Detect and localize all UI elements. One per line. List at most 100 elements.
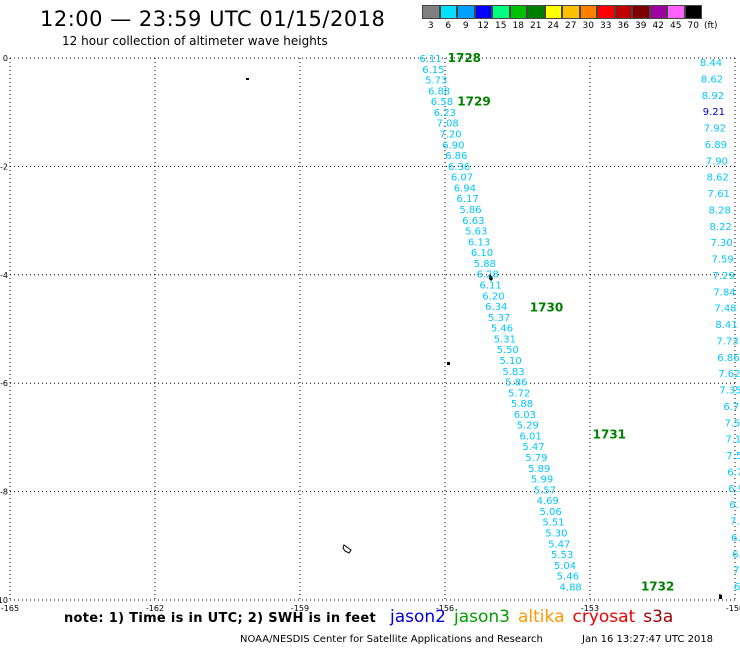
- legend-swatch: [422, 5, 440, 19]
- wave-height-value: 5.29: [517, 421, 539, 432]
- page-title: 12:00 — 23:59 UTC 01/15/2018: [40, 7, 386, 31]
- legend-swatch: [492, 5, 510, 19]
- wave-height-value: 6.17: [457, 194, 479, 205]
- wave-height-value: 7.30: [711, 238, 733, 249]
- wave-height-value: 8.41: [715, 320, 737, 331]
- satellite-name: altika: [518, 607, 565, 627]
- legend-bin: 42: [649, 5, 667, 31]
- legend-label: 36: [617, 21, 629, 31]
- island-marks: [246, 78, 722, 599]
- wave-height-value: 6.07: [451, 173, 473, 184]
- legend-label: 3: [427, 21, 434, 31]
- y-tick-label: -10: [0, 596, 8, 605]
- axis-labels: -165 -162 -159 -156 -153 -150 0 -2 -4 -6 -8 -10: [0, 54, 740, 613]
- wave-height-value: 7.84: [713, 287, 735, 298]
- legend-label: 45: [670, 21, 682, 31]
- satellite-name: s3a: [643, 607, 674, 627]
- page-subtitle: 12 hour collection of altimeter wave hei…: [62, 34, 328, 48]
- legend-bin: 45: [667, 5, 685, 31]
- wave-height-value: 6.03: [514, 410, 536, 421]
- wave-height-value: 6.7: [729, 500, 740, 511]
- legend-label: 30: [582, 21, 594, 31]
- wave-height-value: 4.88: [560, 582, 582, 593]
- wave-height-value: 8.62: [707, 173, 729, 184]
- wave-height-value: 5.88: [474, 259, 496, 270]
- wave-height-value: 5.57: [534, 485, 556, 496]
- legend-bin: 6: [439, 5, 457, 31]
- legend-bin: 70: [684, 5, 702, 31]
- wave-height-value: 5.72: [508, 388, 530, 399]
- wave-height-value: 7.08: [437, 119, 459, 130]
- wave-height-value: 5.50: [497, 345, 519, 356]
- legend-label: 42: [652, 21, 664, 31]
- wave-height-value: 7.35: [719, 386, 740, 397]
- wave-height-value: 5.53: [551, 550, 573, 561]
- wave-height-value: 7.0: [733, 566, 740, 577]
- wave-height-value: 7.73: [716, 336, 738, 347]
- wave-height-value: 8.28: [709, 205, 731, 216]
- track-time-label: 1732: [641, 579, 674, 593]
- legend-label: 6: [445, 21, 452, 31]
- legend-label: 24: [547, 21, 559, 31]
- legend-label: 9: [462, 21, 469, 31]
- island-mark: [447, 362, 450, 365]
- wave-height-value: 6.10: [471, 248, 493, 259]
- wave-height-value: 6.94: [454, 183, 476, 194]
- satellite-legend: jason2 jason3 altika cryosat s3a: [390, 607, 681, 627]
- wave-height-value: 5.99: [531, 475, 553, 486]
- wave-height-value: 5.30: [545, 529, 567, 540]
- legend-swatch: [474, 5, 492, 19]
- color-legend: 3 6 9 12 15 18 21 24 27 30 33 36 39 42 45 70: [422, 5, 702, 31]
- legend-bin: 36: [614, 5, 632, 31]
- x-tick-label: -159: [291, 604, 309, 613]
- legend-swatch: [579, 5, 597, 19]
- wave-height-value: 7.4: [730, 517, 740, 528]
- y-tick-label: -4: [0, 271, 8, 280]
- track-time-label: 1728: [448, 51, 481, 65]
- wave-height-value: 8.62: [701, 74, 723, 85]
- wave-height-value: 5.06: [540, 507, 562, 518]
- legend-swatch: [527, 5, 545, 19]
- wave-height-value: 7.1: [725, 435, 740, 446]
- wave-height-value: 6.28: [477, 270, 499, 281]
- wave-height-value: 5.73: [425, 76, 447, 87]
- wave-height-value: 6.86: [445, 151, 467, 162]
- legend-label: 12: [477, 21, 489, 31]
- track-times: 1728 1729 1730 1731 1732: [448, 51, 675, 593]
- wave-height-value: 7.59: [711, 255, 733, 266]
- wave-height-value: 5.46: [557, 572, 579, 583]
- legend-swatch: [457, 5, 475, 19]
- x-tick-label: -153: [581, 604, 599, 613]
- wave-height-value: 6.7: [723, 402, 739, 413]
- legend-bin: 3: [422, 5, 440, 31]
- legend-bin: 12: [474, 5, 492, 31]
- legend-bin: 30: [579, 5, 597, 31]
- legend-bin: 39: [632, 5, 650, 31]
- legend-swatch: [544, 5, 562, 19]
- wave-height-value: 6.9: [731, 533, 740, 544]
- wave-height-value: 6.63: [462, 216, 484, 227]
- wave-height-value: 7.5: [724, 418, 740, 429]
- legend-swatch: [649, 5, 667, 19]
- wave-height-value: 6.15: [422, 65, 444, 76]
- wave-height-value: 5.63: [465, 227, 487, 238]
- wave-height-value: 5.86: [505, 378, 527, 389]
- footer-note: note: 1) Time is in UTC; 2) SWH is in fe…: [64, 611, 376, 626]
- x-tick-label: -156: [436, 604, 454, 613]
- track-main: 6.116.155.736.886.586.237.087.206.906.86…: [419, 54, 581, 593]
- wave-height-value: 5.51: [542, 518, 564, 529]
- generated-timestamp: Jan 16 13:27:47 UTC 2018: [582, 634, 714, 645]
- satellite-name: jason3: [454, 607, 510, 627]
- credit-text: NOAA/NESDIS Center for Satellite Applica…: [240, 634, 543, 645]
- legend-bin: 21: [527, 5, 545, 31]
- legend-label: 27: [565, 21, 577, 31]
- x-tick-label: -162: [146, 604, 164, 613]
- wave-height-value: 6.13: [468, 237, 490, 248]
- wave-height-value: 6.9: [728, 484, 740, 495]
- track-right: 8.44 8.62 8.92 9.21 7.92 6.89 7.90 8.62 7.61 8.28…: [700, 58, 740, 593]
- legend-label: 18: [512, 21, 524, 31]
- wave-height-value: 6.89: [705, 140, 727, 151]
- wave-height-value: 5.89: [528, 464, 550, 475]
- wave-height-value: 6.58: [431, 97, 453, 108]
